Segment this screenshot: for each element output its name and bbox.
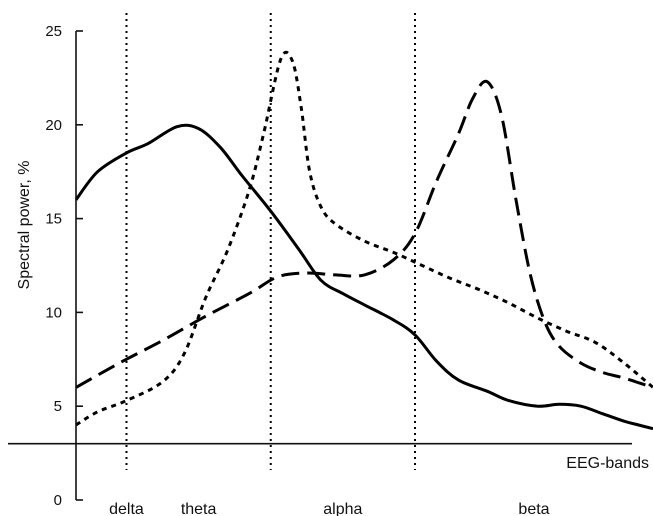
- y-tick-label: 25: [45, 23, 62, 40]
- axes: [8, 31, 632, 500]
- y-tick-label: 5: [54, 398, 62, 415]
- y-tick-label: 0: [54, 492, 62, 509]
- band-label-alpha: alpha: [323, 501, 362, 516]
- y-tick-label: 10: [45, 304, 62, 321]
- y-tick-label: 20: [45, 117, 62, 134]
- x-axis-label: EEG-bands: [566, 455, 649, 472]
- series-line-solid: [74, 123, 653, 431]
- series-lines: [74, 50, 653, 431]
- band-label-beta: beta: [518, 501, 549, 516]
- band-label-theta: theta: [181, 501, 217, 516]
- band-label-delta: delta: [109, 501, 144, 516]
- band-dividers: [125, 13, 416, 470]
- y-ticks: 0 5 10 15 20 25: [45, 23, 83, 509]
- band-labels: delta theta alpha beta: [109, 501, 550, 516]
- y-tick-label: 15: [45, 211, 62, 228]
- y-axis-title: Spectral power, %: [16, 161, 33, 290]
- series-line-short-dash: [75, 50, 653, 427]
- series-line-long-dash: [75, 79, 653, 389]
